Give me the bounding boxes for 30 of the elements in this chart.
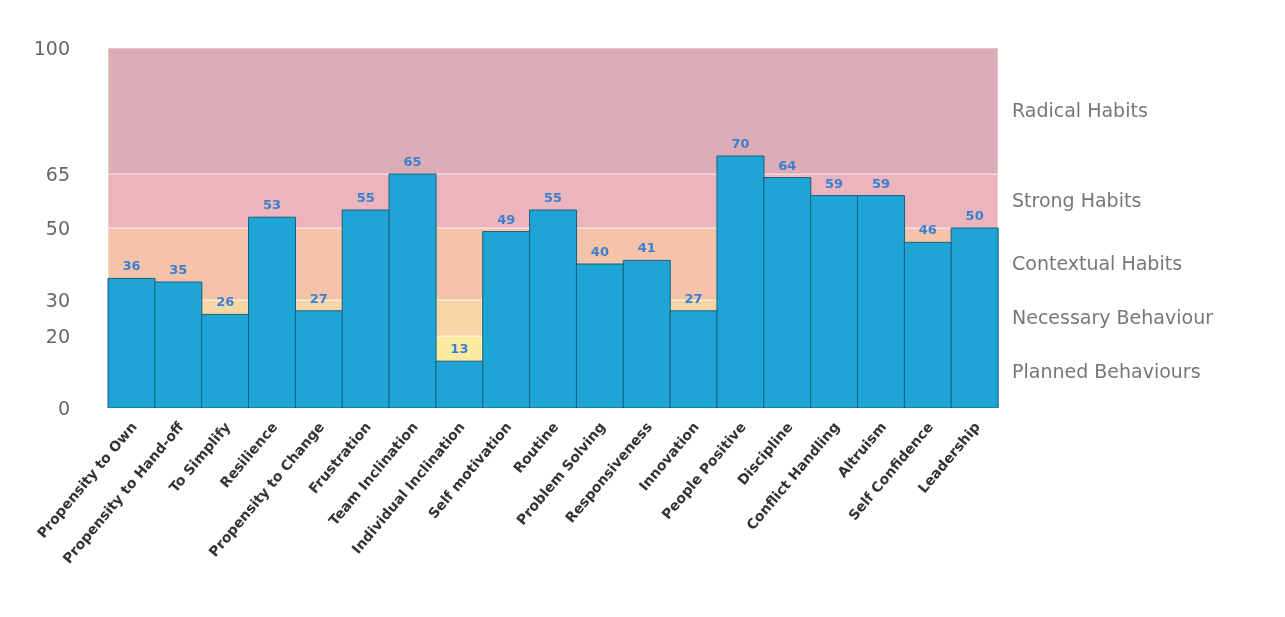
y-tick-label: 20	[45, 324, 70, 347]
data-label: 55	[356, 190, 375, 205]
band-label: Necessary Behaviour	[1012, 305, 1214, 328]
y-tick-label: 0	[57, 396, 70, 419]
y-tick-label: 30	[45, 288, 70, 311]
y-tick-label: 100	[33, 36, 70, 59]
data-label: 13	[450, 341, 469, 357]
band-label: Planned Behaviours	[1012, 359, 1201, 382]
data-label: 55	[544, 190, 563, 205]
data-label: 35	[169, 262, 188, 277]
data-label: 40	[590, 244, 609, 259]
data-label: 27	[684, 290, 703, 306]
data-label: 70	[731, 136, 750, 151]
band-label: Contextual Habits	[1012, 251, 1183, 274]
data-label: 53	[262, 197, 282, 213]
data-label: 59	[825, 175, 844, 191]
data-label: 26	[216, 294, 235, 310]
data-label: 41	[637, 240, 656, 256]
band-label: Strong Habits	[1012, 188, 1142, 211]
y-tick-label: 65	[45, 162, 70, 185]
data-label: 46	[918, 222, 937, 238]
data-label: 65	[403, 154, 422, 169]
data-label: 27	[309, 290, 328, 306]
data-label: 64	[778, 157, 797, 173]
band-label: Radical Habits	[1012, 98, 1148, 121]
data-label: 50	[965, 208, 984, 223]
data-label: 59	[871, 175, 891, 191]
data-label: 36	[122, 258, 141, 274]
data-label: 49	[497, 211, 516, 227]
y-tick-label: 50	[45, 216, 70, 239]
